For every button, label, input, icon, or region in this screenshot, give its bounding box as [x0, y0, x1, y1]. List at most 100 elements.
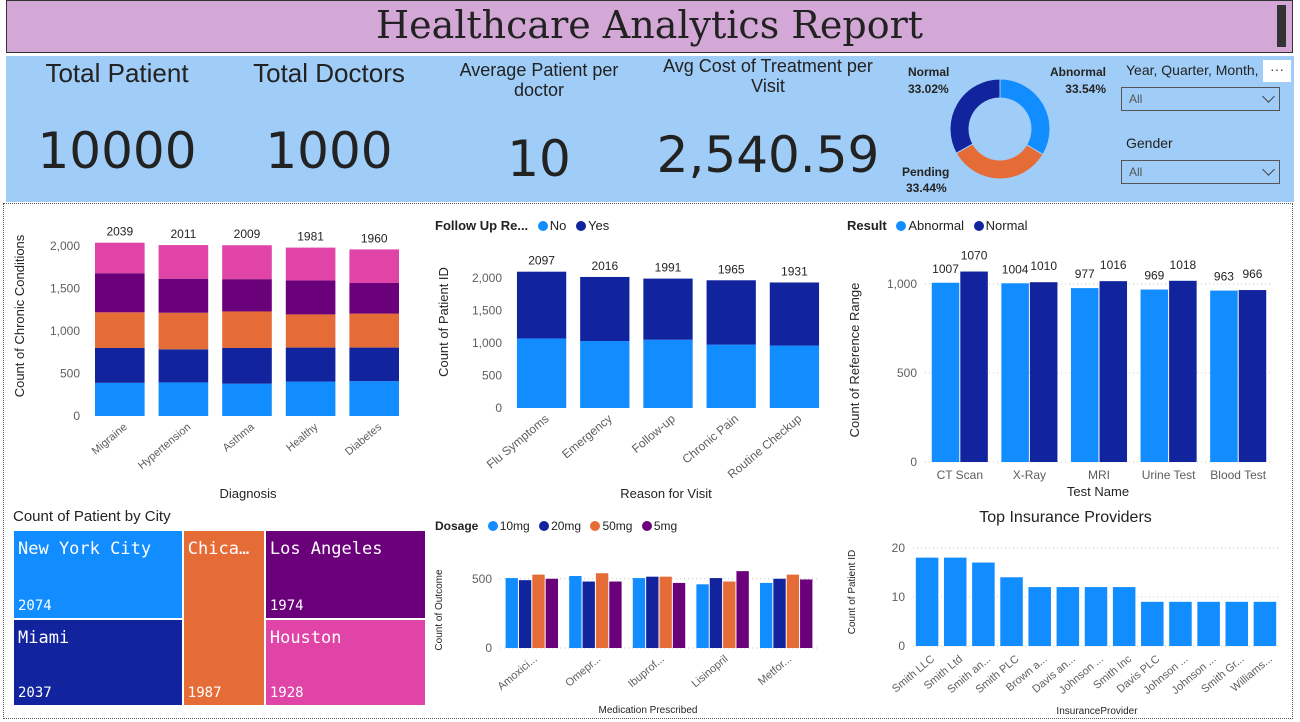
- bar-segment[interactable]: [285, 247, 336, 281]
- bar[interactable]: [659, 576, 672, 648]
- bar[interactable]: [1070, 288, 1099, 462]
- bar[interactable]: [632, 578, 646, 648]
- date-slicer-dropdown[interactable]: All: [1121, 87, 1280, 111]
- bar[interactable]: [1225, 601, 1249, 646]
- bar-segment[interactable]: [222, 245, 272, 280]
- bar-segment[interactable]: [158, 312, 209, 350]
- bar[interactable]: [1141, 601, 1164, 646]
- patients-by-reason-for-visit-chart[interactable]: 0 500 1,000 1,500 2,000 2097 Flu Symptoms 2016 E…: [430, 240, 835, 506]
- bar[interactable]: [736, 571, 749, 648]
- outcome-by-medication-chart[interactable]: 0 500 Amoxici... Omepr... Ibuprof... Lisinopr…: [430, 540, 830, 718]
- bar-segment[interactable]: [516, 338, 567, 408]
- bar-segment[interactable]: [94, 242, 145, 274]
- legend-item-no[interactable]: No: [549, 218, 567, 233]
- bar[interactable]: [569, 576, 582, 648]
- bar-segment[interactable]: [94, 382, 145, 416]
- bar[interactable]: [505, 578, 518, 648]
- bar-segment[interactable]: [285, 347, 336, 382]
- bar[interactable]: [1099, 281, 1128, 462]
- bar[interactable]: [709, 578, 723, 648]
- legend-item-50mg[interactable]: 50mg: [602, 519, 633, 533]
- treemap-cell[interactable]: Miami 2037: [13, 618, 183, 706]
- bar-segment[interactable]: [769, 345, 820, 408]
- treemap-cell[interactable]: Houston 1928: [264, 619, 426, 706]
- bar[interactable]: [532, 574, 545, 648]
- bar[interactable]: [646, 576, 659, 648]
- kpi-average-patient-per-doctor[interactable]: Average Patient per doctor 10: [430, 56, 648, 202]
- bar[interactable]: [1000, 577, 1023, 646]
- bar-segment[interactable]: [706, 280, 756, 345]
- bar[interactable]: [773, 578, 786, 648]
- legend-item-10mg[interactable]: 10mg: [499, 519, 530, 533]
- legend-item-yes[interactable]: Yes: [588, 218, 610, 233]
- bar[interactable]: [1210, 290, 1238, 462]
- bar[interactable]: [786, 574, 800, 648]
- bar[interactable]: [582, 581, 595, 648]
- bar[interactable]: [696, 584, 709, 648]
- gender-slicer-dropdown[interactable]: All: [1121, 160, 1280, 184]
- kpi-avg-cost-of-treatment[interactable]: Avg Cost of Treatment per Visit 2,540.59: [648, 56, 888, 202]
- legend-item-normal[interactable]: Normal: [985, 218, 1028, 233]
- bar-segment[interactable]: [222, 348, 272, 384]
- bar-segment[interactable]: [349, 381, 400, 416]
- bar-segment[interactable]: [580, 276, 630, 342]
- bar[interactable]: [972, 562, 995, 646]
- bar-segment[interactable]: [706, 344, 756, 408]
- bar[interactable]: [1028, 587, 1051, 646]
- bar-segment[interactable]: [222, 279, 272, 312]
- patient-by-city-treemap[interactable]: New York City 2074 Miami 2037 Chica… 1987 Los …: [13, 530, 426, 706]
- treemap-cell[interactable]: Chica… 1987: [182, 530, 265, 706]
- bar[interactable]: [518, 580, 532, 648]
- bar[interactable]: [759, 582, 773, 648]
- bar[interactable]: [1140, 289, 1169, 462]
- bar[interactable]: [1029, 282, 1058, 462]
- bar[interactable]: [1169, 280, 1197, 462]
- bar-segment[interactable]: [349, 249, 400, 283]
- donut-slice[interactable]: [949, 78, 1001, 154]
- bar[interactable]: [1001, 283, 1029, 462]
- legend-item-5mg[interactable]: 5mg: [653, 519, 678, 533]
- bar-segment[interactable]: [285, 381, 336, 416]
- bar[interactable]: [800, 579, 813, 648]
- bar[interactable]: [1253, 601, 1277, 646]
- chronic-conditions-by-diagnosis-chart[interactable]: 0 500 1,000 1,500 2,000 2039 Migraine 2011 Hyper…: [8, 206, 428, 506]
- more-options-button[interactable]: ···: [1263, 60, 1291, 82]
- kpi-total-patient[interactable]: Total Patient 10000: [6, 56, 228, 202]
- bar[interactable]: [1238, 290, 1267, 462]
- treemap-cell[interactable]: New York City 2074: [13, 530, 183, 619]
- bar[interactable]: [960, 271, 988, 462]
- bar[interactable]: [545, 578, 559, 648]
- bar-segment[interactable]: [158, 382, 209, 416]
- bar[interactable]: [595, 573, 609, 648]
- donut-slice[interactable]: [955, 143, 1044, 180]
- bar-segment[interactable]: [222, 383, 272, 416]
- bar-segment[interactable]: [349, 347, 400, 382]
- bar-segment[interactable]: [285, 314, 336, 348]
- bar[interactable]: [1169, 601, 1192, 646]
- bar[interactable]: [672, 582, 686, 648]
- bar-segment[interactable]: [643, 278, 693, 340]
- legend-item-abnormal[interactable]: Abnormal: [908, 218, 964, 233]
- bar[interactable]: [723, 581, 736, 648]
- donut-slice[interactable]: [999, 78, 1051, 156]
- bar-segment[interactable]: [94, 312, 145, 348]
- treemap-cell[interactable]: Los Angeles 1974: [264, 530, 426, 620]
- bar[interactable]: [609, 581, 622, 648]
- bar[interactable]: [915, 557, 939, 646]
- result-donut-chart[interactable]: Normal 33.02% Abnormal 33.54% Pending 33…: [888, 56, 1114, 202]
- bar-segment[interactable]: [349, 313, 400, 348]
- bar-segment[interactable]: [158, 245, 209, 279]
- bar[interactable]: [1112, 587, 1136, 646]
- bar-segment[interactable]: [222, 311, 272, 348]
- bar-segment[interactable]: [94, 273, 145, 313]
- bar[interactable]: [943, 557, 967, 646]
- bar[interactable]: [931, 282, 960, 462]
- bar-segment[interactable]: [158, 349, 209, 383]
- bar-segment[interactable]: [158, 278, 209, 313]
- kpi-total-doctors[interactable]: Total Doctors 1000: [228, 56, 430, 202]
- bar[interactable]: [1084, 587, 1108, 646]
- legend-item-20mg[interactable]: 20mg: [551, 519, 582, 533]
- bar-segment[interactable]: [516, 271, 567, 339]
- bar[interactable]: [1056, 587, 1080, 646]
